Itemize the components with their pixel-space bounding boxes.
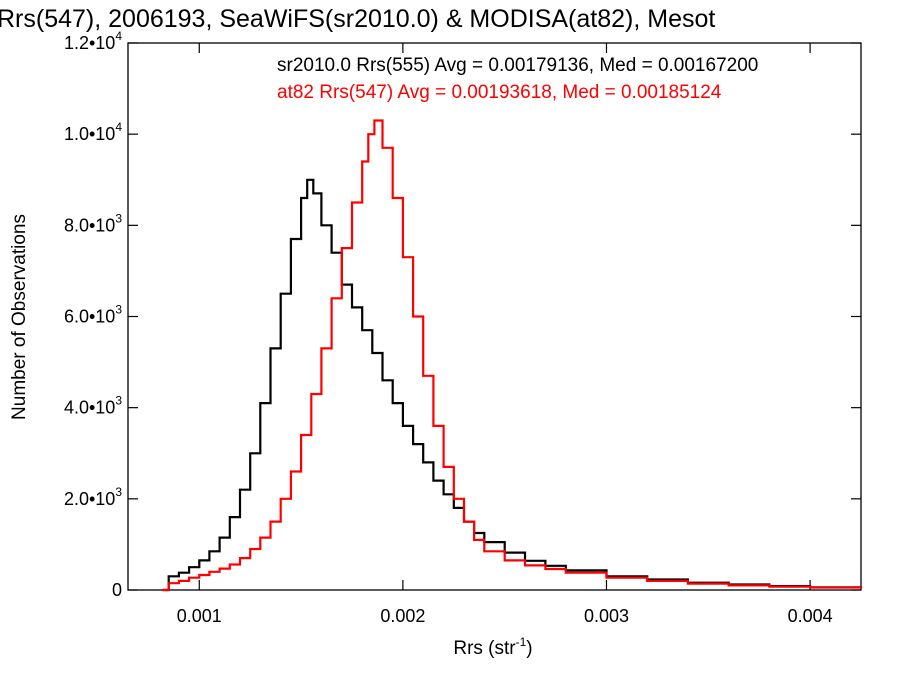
x-tick-label: 0.002 xyxy=(380,606,425,626)
y-tick-label: 8.0•103 xyxy=(64,211,122,235)
x-axis-label-text: Rrs (str xyxy=(453,638,516,659)
chart-title: Rrs(547), 2006193, SeaWiFS(sr2010.0) & M… xyxy=(0,5,715,33)
legend-entry-series-1: sr2010.0 Rrs(555) Avg = 0.00179136, Med … xyxy=(277,55,758,76)
y-tick-label: 6.0•103 xyxy=(64,303,122,327)
x-tick-label: 0.004 xyxy=(788,606,833,626)
series-layer xyxy=(162,119,863,592)
x-tick-label: 0.003 xyxy=(584,606,629,626)
y-tick-label: 1.2•104 xyxy=(64,29,122,53)
x-axis-label-exponent: -1 xyxy=(516,635,527,649)
legend-entry-series-2: at82 Rrs(547) Avg = 0.00193618, Med = 0.… xyxy=(277,82,722,103)
y-tick-label: 4.0•103 xyxy=(64,394,122,418)
x-axis-label: Rrs (str-1) xyxy=(453,635,532,659)
x-axis-ticks: 0.001 0.002 0.003 0.004 xyxy=(177,43,833,626)
x-axis-label-close: ) xyxy=(526,638,532,659)
y-tick-label: 1.0•104 xyxy=(64,120,122,144)
x-tick-label: 0.001 xyxy=(177,606,222,626)
y-axis-label: Number of Observations xyxy=(9,214,30,420)
y-axis-ticks: 0 2.0•103 4.0•103 6.0•103 8.0•103 1.0•104 1.2•… xyxy=(64,29,861,600)
plot-frame xyxy=(127,42,862,591)
y-tick-label: 0 xyxy=(112,580,122,600)
y-tick-label: 2.0•103 xyxy=(64,485,122,509)
series-line-2 xyxy=(162,119,863,592)
series-line-1 xyxy=(162,178,863,592)
